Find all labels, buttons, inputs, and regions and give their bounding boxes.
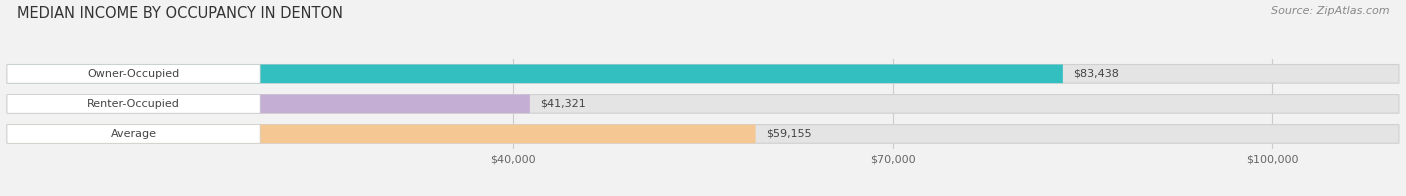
Text: MEDIAN INCOME BY OCCUPANCY IN DENTON: MEDIAN INCOME BY OCCUPANCY IN DENTON [17,6,343,21]
Text: Renter-Occupied: Renter-Occupied [87,99,180,109]
Text: Owner-Occupied: Owner-Occupied [87,69,180,79]
FancyBboxPatch shape [7,125,1399,143]
FancyBboxPatch shape [7,64,1399,83]
FancyBboxPatch shape [7,125,755,143]
Text: Average: Average [111,129,156,139]
FancyBboxPatch shape [7,125,260,143]
Text: $41,321: $41,321 [540,99,586,109]
FancyBboxPatch shape [7,94,1399,113]
FancyBboxPatch shape [7,94,530,113]
FancyBboxPatch shape [7,64,260,83]
Text: $59,155: $59,155 [766,129,811,139]
Text: $83,438: $83,438 [1073,69,1119,79]
Text: Source: ZipAtlas.com: Source: ZipAtlas.com [1271,6,1389,16]
FancyBboxPatch shape [7,64,1063,83]
FancyBboxPatch shape [7,94,260,113]
